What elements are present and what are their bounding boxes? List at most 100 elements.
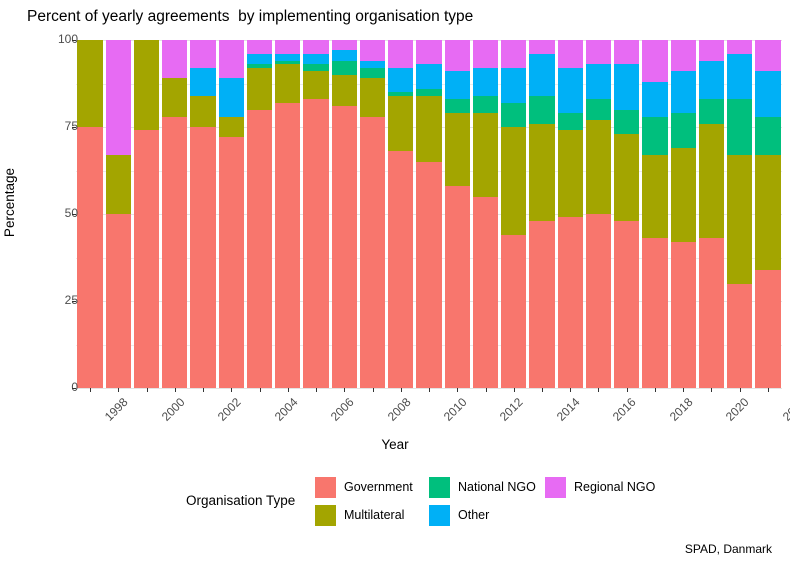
bar-segment[interactable]	[755, 154, 781, 270]
bar-segment[interactable]	[670, 40, 696, 72]
bar-segment[interactable]	[585, 214, 612, 388]
bar-segment[interactable]	[642, 81, 668, 117]
bar-stack[interactable]	[726, 40, 753, 388]
bar-segment[interactable]	[331, 60, 357, 75]
bar-segment[interactable]	[472, 113, 499, 197]
bar-segment[interactable]	[755, 40, 781, 72]
bar-segment[interactable]	[359, 40, 386, 61]
bar-segment[interactable]	[670, 113, 696, 148]
bar-segment[interactable]	[388, 151, 414, 388]
bar-segment[interactable]	[218, 40, 244, 79]
bar-segment[interactable]	[303, 64, 329, 72]
bar-segment[interactable]	[557, 40, 583, 68]
bar-segment[interactable]	[472, 67, 499, 96]
bar-segment[interactable]	[698, 123, 725, 239]
bar-segment[interactable]	[726, 53, 753, 100]
bar-segment[interactable]	[670, 71, 696, 114]
legend-item[interactable]: National NGO	[429, 475, 536, 499]
bar-segment[interactable]	[359, 67, 386, 79]
bar-segment[interactable]	[105, 40, 132, 155]
bar-segment[interactable]	[388, 92, 414, 96]
bar-segment[interactable]	[585, 40, 612, 65]
bar-segment[interactable]	[416, 40, 442, 65]
bar-segment[interactable]	[246, 64, 273, 68]
bar-segment[interactable]	[331, 40, 357, 51]
bar-segment[interactable]	[444, 99, 470, 114]
bar-segment[interactable]	[303, 99, 329, 388]
bar-segment[interactable]	[501, 67, 527, 103]
bar-stack[interactable]	[246, 40, 273, 388]
bar-stack[interactable]	[162, 40, 188, 388]
bar-segment[interactable]	[331, 74, 357, 107]
bar-segment[interactable]	[642, 40, 668, 82]
bar-segment[interactable]	[726, 99, 753, 155]
legend-item[interactable]: Multilateral	[315, 503, 404, 527]
bar-segment[interactable]	[303, 71, 329, 100]
bar-segment[interactable]	[614, 64, 640, 110]
bar-segment[interactable]	[331, 50, 357, 61]
bar-segment[interactable]	[472, 196, 499, 388]
bar-segment[interactable]	[755, 116, 781, 155]
bar-segment[interactable]	[614, 40, 640, 65]
bar-segment[interactable]	[614, 220, 640, 388]
bar-segment[interactable]	[529, 40, 555, 54]
bar-segment[interactable]	[275, 102, 301, 388]
bar-stack[interactable]	[218, 40, 244, 388]
bar-segment[interactable]	[529, 95, 555, 124]
bar-segment[interactable]	[190, 67, 216, 96]
bar-stack[interactable]	[642, 40, 668, 388]
bar-segment[interactable]	[501, 127, 527, 235]
bar-segment[interactable]	[218, 137, 244, 388]
bar-segment[interactable]	[444, 71, 470, 100]
bar-segment[interactable]	[275, 53, 301, 61]
bar-segment[interactable]	[388, 40, 414, 68]
bar-stack[interactable]	[614, 40, 640, 388]
bar-segment[interactable]	[246, 40, 273, 54]
bar-segment[interactable]	[246, 109, 273, 388]
bar-segment[interactable]	[529, 220, 555, 388]
bar-stack[interactable]	[416, 40, 442, 388]
bar-stack[interactable]	[303, 40, 329, 388]
bar-segment[interactable]	[331, 106, 357, 388]
legend-item[interactable]: Other	[429, 503, 489, 527]
bar-segment[interactable]	[642, 238, 668, 388]
bar-segment[interactable]	[501, 40, 527, 68]
bar-segment[interactable]	[698, 238, 725, 388]
bar-segment[interactable]	[218, 78, 244, 117]
bar-segment[interactable]	[275, 40, 301, 54]
bar-segment[interactable]	[303, 40, 329, 54]
bar-segment[interactable]	[670, 147, 696, 242]
bar-segment[interactable]	[359, 60, 386, 68]
bar-segment[interactable]	[557, 130, 583, 218]
bar-segment[interactable]	[416, 88, 442, 96]
bar-segment[interactable]	[585, 64, 612, 100]
bar-stack[interactable]	[359, 40, 386, 388]
bar-stack[interactable]	[501, 40, 527, 388]
bar-segment[interactable]	[162, 116, 188, 388]
bar-segment[interactable]	[275, 64, 301, 103]
bar-segment[interactable]	[444, 40, 470, 72]
bar-stack[interactable]	[529, 40, 555, 388]
bar-stack[interactable]	[133, 40, 160, 388]
bar-segment[interactable]	[670, 241, 696, 388]
bar-segment[interactable]	[444, 113, 470, 187]
bar-segment[interactable]	[585, 99, 612, 121]
bar-stack[interactable]	[444, 40, 470, 388]
bar-segment[interactable]	[190, 40, 216, 68]
bar-stack[interactable]	[755, 40, 781, 388]
bar-stack[interactable]	[388, 40, 414, 388]
bar-segment[interactable]	[359, 78, 386, 117]
bar-segment[interactable]	[698, 99, 725, 124]
legend-item[interactable]: Regional NGO	[545, 475, 655, 499]
bar-segment[interactable]	[557, 217, 583, 388]
bar-segment[interactable]	[726, 40, 753, 54]
bar-segment[interactable]	[105, 214, 132, 388]
bar-segment[interactable]	[303, 53, 329, 65]
bar-segment[interactable]	[614, 133, 640, 221]
bar-segment[interactable]	[275, 60, 301, 65]
bar-stack[interactable]	[331, 40, 357, 388]
bar-segment[interactable]	[529, 123, 555, 221]
bar-segment[interactable]	[77, 40, 103, 127]
bar-stack[interactable]	[472, 40, 499, 388]
bar-segment[interactable]	[557, 113, 583, 131]
